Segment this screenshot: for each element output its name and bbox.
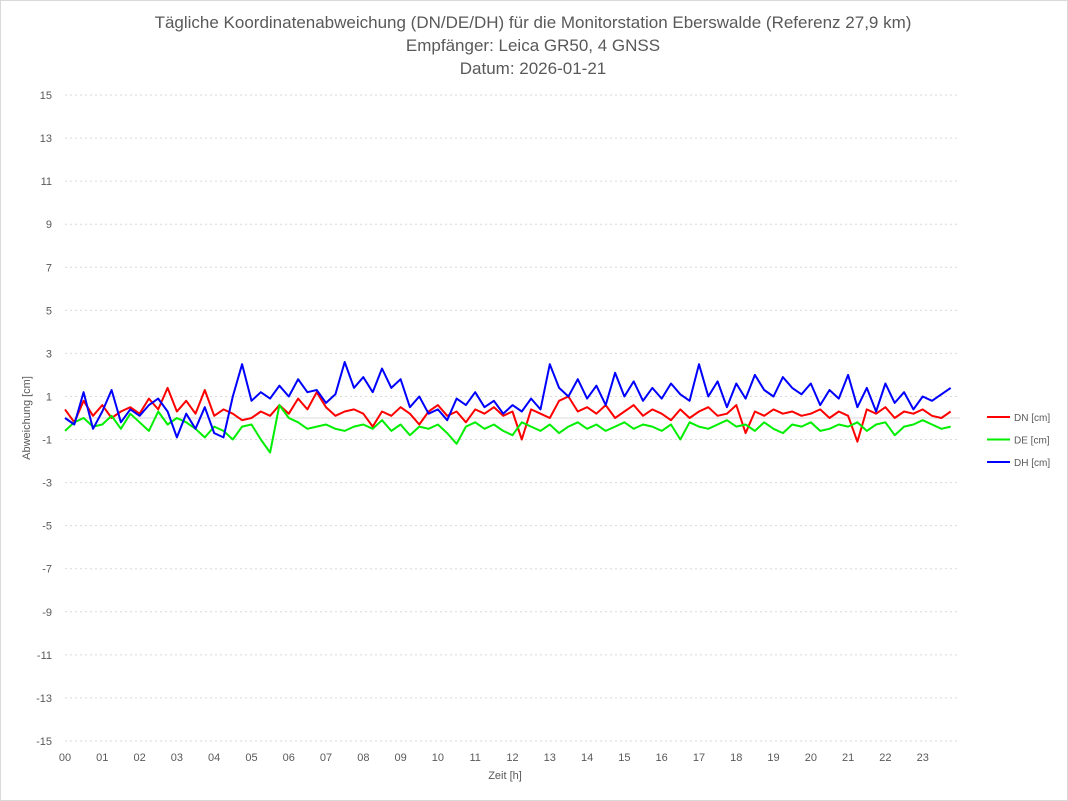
x-tick-label: 11	[469, 752, 480, 764]
x-axis-label: Zeit [h]	[488, 770, 522, 782]
x-tick-label: 02	[133, 752, 145, 764]
x-tick-label: 05	[245, 752, 257, 764]
x-tick-label: 19	[767, 752, 779, 764]
x-tick-label: 14	[581, 752, 593, 764]
y-tick-label: 11	[41, 176, 52, 188]
series-line-dh	[64, 361, 952, 439]
y-tick-label: -13	[36, 693, 52, 705]
y-tick-label: 1	[46, 391, 52, 403]
x-tick-label: 22	[879, 752, 891, 764]
x-tick-label: 03	[171, 752, 183, 764]
y-tick-label: -15	[36, 736, 52, 748]
x-tick-label: 01	[96, 752, 108, 764]
y-tick-label: 13	[40, 133, 52, 145]
x-tick-label: 17	[693, 752, 705, 764]
x-tick-label: 06	[283, 752, 295, 764]
x-tick-label: 13	[544, 752, 556, 764]
x-tick-label: 04	[208, 752, 220, 764]
legend: DN [cm] DE [cm] DH [cm]	[987, 413, 1050, 469]
series-line-de	[64, 404, 951, 454]
y-tick-label: 9	[46, 219, 52, 231]
y-tick-label: -7	[42, 564, 52, 576]
legend-label: DN [cm]	[1014, 413, 1050, 424]
y-tick-label: -1	[42, 435, 52, 447]
y-tick-label: 3	[46, 348, 52, 360]
x-tick-label: 18	[730, 752, 742, 764]
chart-title-line-2: Empfänger: Leica GR50, 4 GNSS	[406, 36, 660, 55]
chart-title-line-1: Tägliche Koordinatenabweichung (DN/DE/DH…	[155, 13, 912, 32]
x-tick-label: 15	[618, 752, 630, 764]
x-tick-label: 16	[656, 752, 668, 764]
legend-label: DE [cm]	[1014, 436, 1050, 447]
y-axis-label: Abweichung [cm]	[21, 376, 33, 460]
chart-title-line-3: Datum: 2026-01-21	[460, 59, 606, 78]
y-tick-label: 15	[40, 90, 52, 102]
series-line-dn	[64, 386, 952, 443]
x-tick-label: 23	[917, 752, 929, 764]
y-tick-label: -9	[42, 607, 52, 619]
x-tick-label: 12	[506, 752, 518, 764]
legend-label: DH [cm]	[1014, 458, 1050, 469]
y-tick-label: -3	[42, 478, 52, 490]
x-tick-label: 07	[320, 752, 332, 764]
y-tick-label: 5	[46, 305, 52, 317]
x-tick-label: 09	[395, 752, 407, 764]
y-tick-label: 7	[46, 262, 52, 274]
x-tick-label: 20	[805, 752, 817, 764]
x-tick-label: 08	[357, 752, 369, 764]
x-tick-label: 00	[59, 752, 71, 764]
x-tick-label: 10	[432, 752, 444, 764]
y-tick-label: -11	[37, 650, 52, 662]
x-tick-label: 21	[842, 752, 854, 764]
y-tick-label: -5	[42, 521, 52, 533]
